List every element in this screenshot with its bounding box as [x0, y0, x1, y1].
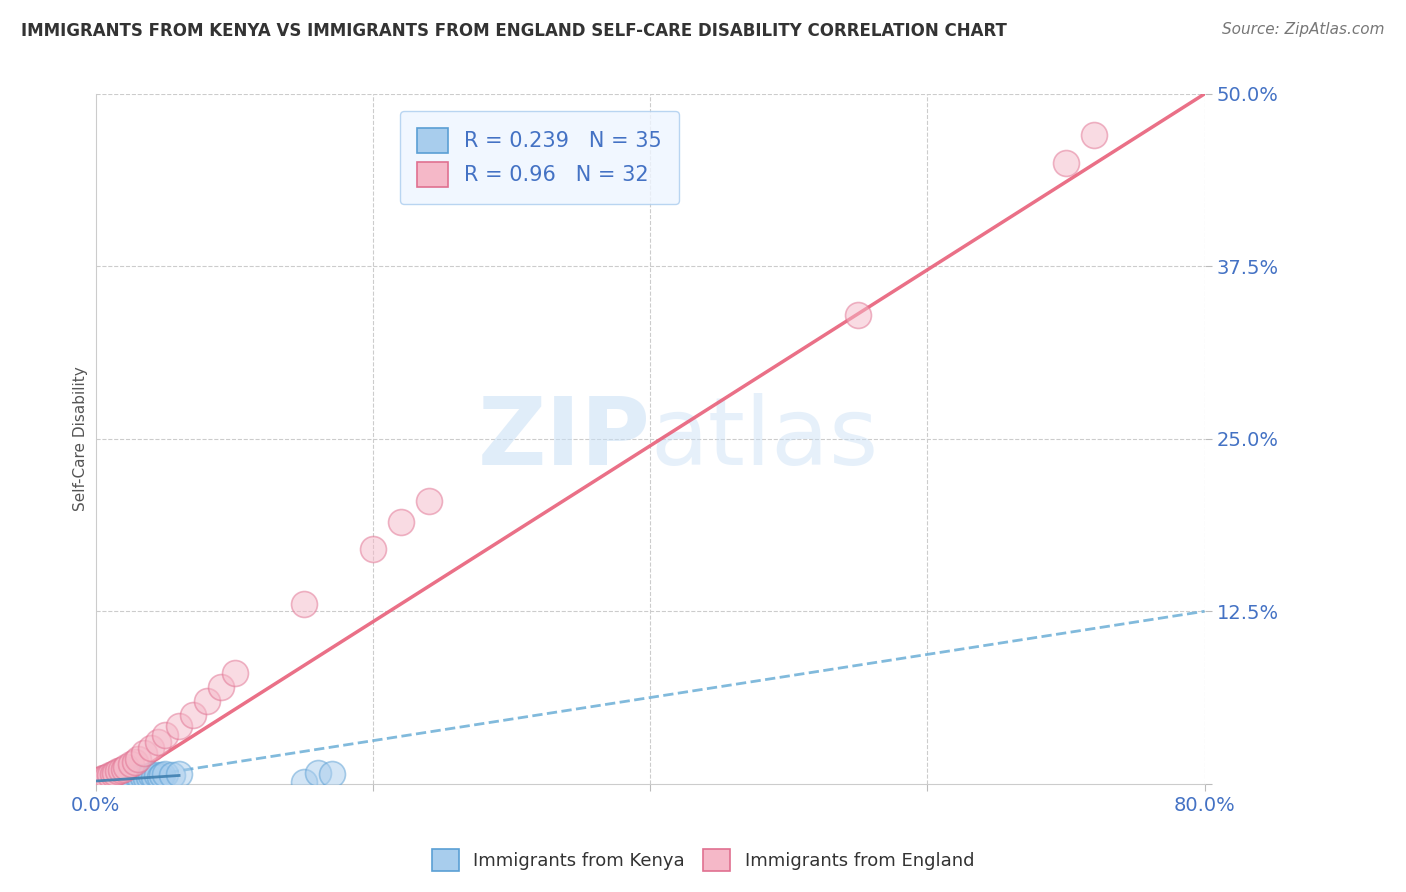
Point [93, 772, 115, 787]
Point [321, 767, 343, 781]
Text: Source: ZipAtlas.com: Source: ZipAtlas.com [1222, 22, 1385, 37]
Point [112, 762, 135, 776]
Point [195, 694, 218, 708]
Point [155, 729, 177, 743]
Point [89, 772, 111, 787]
Point [127, 752, 149, 766]
Point [117, 772, 139, 787]
Point [96, 774, 118, 789]
Point [149, 770, 172, 784]
Point [114, 771, 136, 785]
Point [307, 765, 329, 780]
Point [91, 774, 114, 789]
Point [846, 308, 869, 322]
Point [104, 765, 127, 780]
Point [292, 775, 315, 789]
Point [167, 719, 190, 733]
Point [155, 767, 177, 781]
Point [100, 772, 122, 787]
Point [93, 771, 115, 785]
Point [98, 768, 121, 782]
Point [122, 772, 145, 787]
Point [107, 764, 129, 779]
Point [96, 770, 118, 784]
Point [91, 771, 114, 785]
Legend: Immigrants from Kenya, Immigrants from England: Immigrants from Kenya, Immigrants from E… [425, 842, 981, 879]
Point [143, 770, 166, 784]
Text: IMMIGRANTS FROM KENYA VS IMMIGRANTS FROM ENGLAND SELF-CARE DISABILITY CORRELATIO: IMMIGRANTS FROM KENYA VS IMMIGRANTS FROM… [21, 22, 1007, 40]
Point [101, 767, 124, 781]
Point [1054, 156, 1077, 170]
Point [89, 774, 111, 789]
Point [224, 666, 246, 681]
Point [124, 755, 146, 769]
Point [167, 767, 190, 781]
Point [1083, 128, 1105, 143]
Point [111, 772, 134, 787]
Point [108, 774, 131, 789]
Point [141, 740, 163, 755]
Point [86, 774, 108, 789]
Point [98, 774, 121, 789]
Point [292, 598, 315, 612]
Point [94, 775, 117, 789]
Point [120, 757, 142, 772]
Point [209, 680, 232, 694]
Point [146, 768, 169, 782]
Point [86, 775, 108, 789]
Point [115, 760, 138, 774]
Point [389, 515, 412, 529]
Legend: R = 0.239   N = 35, R = 0.96   N = 32: R = 0.239 N = 35, R = 0.96 N = 32 [399, 112, 679, 203]
Point [127, 770, 149, 784]
Point [120, 771, 142, 785]
Point [160, 768, 183, 782]
Point [135, 771, 157, 785]
Point [148, 735, 170, 749]
Point [110, 763, 132, 777]
Text: atlas: atlas [650, 392, 879, 485]
Text: ZIP: ZIP [478, 392, 650, 485]
Point [134, 747, 156, 761]
Point [103, 772, 125, 787]
Point [138, 770, 160, 784]
Point [141, 768, 163, 782]
Y-axis label: Self-Care Disability: Self-Care Disability [73, 367, 87, 511]
Point [87, 775, 110, 789]
Point [87, 772, 110, 787]
Point [90, 775, 112, 789]
Point [105, 771, 128, 785]
Point [418, 494, 440, 508]
Point [132, 770, 155, 784]
Point [152, 768, 174, 782]
Point [181, 707, 204, 722]
Point [361, 542, 384, 557]
Point [97, 772, 120, 787]
Point [129, 771, 152, 785]
